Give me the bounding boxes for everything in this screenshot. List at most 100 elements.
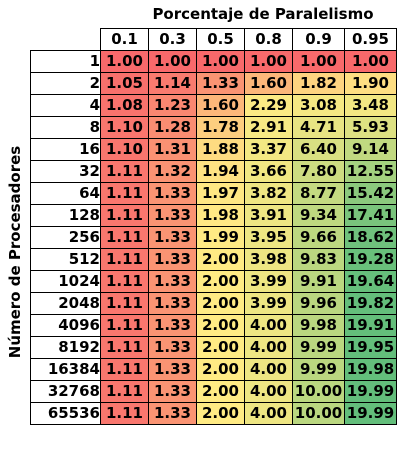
speedup-cell[interactable]: 6.40 (292, 138, 345, 161)
speedup-cell[interactable]: 1.33 (148, 402, 197, 425)
speedup-cell[interactable]: 8.77 (292, 182, 345, 205)
speedup-cell[interactable]: 1.00 (292, 50, 345, 73)
speedup-cell[interactable]: 1.90 (344, 72, 397, 95)
speedup-cell[interactable]: 9.14 (344, 138, 397, 161)
speedup-cell[interactable]: 9.83 (292, 248, 345, 271)
speedup-cell[interactable]: 19.91 (344, 314, 397, 337)
speedup-cell[interactable]: 1.33 (148, 248, 197, 271)
speedup-cell[interactable]: 1.11 (100, 292, 149, 315)
speedup-cell[interactable]: 2.00 (196, 314, 245, 337)
speedup-cell[interactable]: 4.71 (292, 116, 345, 139)
speedup-cell[interactable]: 9.96 (292, 292, 345, 315)
speedup-cell[interactable]: 2.00 (196, 358, 245, 381)
speedup-cell[interactable]: 1.11 (100, 248, 149, 271)
speedup-cell[interactable]: 1.33 (148, 204, 197, 227)
speedup-cell[interactable]: 1.33 (148, 226, 197, 249)
speedup-cell[interactable]: 1.00 (196, 50, 245, 73)
speedup-cell[interactable]: 19.82 (344, 292, 397, 315)
speedup-cell[interactable]: 1.97 (196, 182, 245, 205)
speedup-cell[interactable]: 19.95 (344, 336, 397, 359)
speedup-cell[interactable]: 9.98 (292, 314, 345, 337)
speedup-cell[interactable]: 1.33 (196, 72, 245, 95)
processor-count-cell[interactable]: 32 (30, 160, 101, 183)
processor-count-cell[interactable]: 2048 (30, 292, 101, 315)
speedup-cell[interactable]: 1.08 (100, 94, 149, 117)
speedup-cell[interactable]: 3.08 (292, 94, 345, 117)
processor-count-cell[interactable]: 32768 (30, 380, 101, 403)
speedup-cell[interactable]: 4.00 (244, 314, 293, 337)
speedup-cell[interactable]: 9.34 (292, 204, 345, 227)
speedup-cell[interactable]: 1.94 (196, 160, 245, 183)
speedup-cell[interactable]: 1.32 (148, 160, 197, 183)
speedup-cell[interactable]: 2.00 (196, 270, 245, 293)
speedup-cell[interactable]: 4.00 (244, 380, 293, 403)
speedup-cell[interactable]: 3.91 (244, 204, 293, 227)
speedup-cell[interactable]: 9.91 (292, 270, 345, 293)
speedup-cell[interactable]: 1.31 (148, 138, 197, 161)
speedup-cell[interactable]: 15.42 (344, 182, 397, 205)
processor-count-cell[interactable]: 1 (30, 50, 101, 73)
speedup-cell[interactable]: 1.10 (100, 116, 149, 139)
speedup-cell[interactable]: 1.82 (292, 72, 345, 95)
speedup-cell[interactable]: 1.00 (148, 50, 197, 73)
speedup-cell[interactable]: 1.11 (100, 270, 149, 293)
speedup-cell[interactable]: 2.00 (196, 380, 245, 403)
speedup-cell[interactable]: 1.00 (100, 50, 149, 73)
processor-count-cell[interactable]: 8192 (30, 336, 101, 359)
speedup-cell[interactable]: 5.93 (344, 116, 397, 139)
speedup-cell[interactable]: 4.00 (244, 402, 293, 425)
speedup-cell[interactable]: 9.66 (292, 226, 345, 249)
speedup-cell[interactable]: 1.33 (148, 292, 197, 315)
processor-count-cell[interactable]: 16 (30, 138, 101, 161)
speedup-cell[interactable]: 1.33 (148, 270, 197, 293)
speedup-cell[interactable]: 19.98 (344, 358, 397, 381)
parallel-fraction-header[interactable]: 0.5 (196, 28, 245, 51)
speedup-cell[interactable]: 1.33 (148, 358, 197, 381)
processor-count-cell[interactable]: 65536 (30, 402, 101, 425)
speedup-cell[interactable]: 12.55 (344, 160, 397, 183)
speedup-cell[interactable]: 17.41 (344, 204, 397, 227)
parallel-fraction-header[interactable]: 0.8 (244, 28, 293, 51)
speedup-cell[interactable]: 4.00 (244, 358, 293, 381)
speedup-cell[interactable]: 10.00 (292, 402, 345, 425)
speedup-cell[interactable]: 1.10 (100, 138, 149, 161)
speedup-cell[interactable]: 1.11 (100, 160, 149, 183)
parallel-fraction-header[interactable]: 0.1 (100, 28, 149, 51)
speedup-cell[interactable]: 2.29 (244, 94, 293, 117)
speedup-cell[interactable]: 1.28 (148, 116, 197, 139)
speedup-cell[interactable]: 1.33 (148, 336, 197, 359)
speedup-cell[interactable]: 19.64 (344, 270, 397, 293)
speedup-cell[interactable]: 1.88 (196, 138, 245, 161)
speedup-cell[interactable]: 1.78 (196, 116, 245, 139)
speedup-cell[interactable]: 2.00 (196, 248, 245, 271)
processor-count-cell[interactable]: 64 (30, 182, 101, 205)
speedup-cell[interactable]: 3.37 (244, 138, 293, 161)
processor-count-cell[interactable]: 4 (30, 94, 101, 117)
speedup-cell[interactable]: 1.11 (100, 358, 149, 381)
speedup-cell[interactable]: 1.11 (100, 402, 149, 425)
speedup-cell[interactable]: 1.33 (148, 182, 197, 205)
speedup-cell[interactable]: 1.11 (100, 182, 149, 205)
speedup-cell[interactable]: 3.66 (244, 160, 293, 183)
parallel-fraction-header[interactable]: 0.95 (344, 28, 397, 51)
processor-count-cell[interactable]: 256 (30, 226, 101, 249)
speedup-cell[interactable]: 7.80 (292, 160, 345, 183)
speedup-cell[interactable]: 19.99 (344, 402, 397, 425)
speedup-cell[interactable]: 1.33 (148, 380, 197, 403)
speedup-cell[interactable]: 1.11 (100, 204, 149, 227)
processor-count-cell[interactable]: 2 (30, 72, 101, 95)
speedup-cell[interactable]: 1.00 (344, 50, 397, 73)
speedup-cell[interactable]: 1.11 (100, 314, 149, 337)
speedup-cell[interactable]: 3.98 (244, 248, 293, 271)
speedup-cell[interactable]: 4.00 (244, 336, 293, 359)
processor-count-cell[interactable]: 1024 (30, 270, 101, 293)
speedup-cell[interactable]: 1.11 (100, 380, 149, 403)
speedup-cell[interactable]: 18.62 (344, 226, 397, 249)
speedup-cell[interactable]: 9.99 (292, 336, 345, 359)
speedup-cell[interactable]: 3.95 (244, 226, 293, 249)
speedup-cell[interactable]: 3.48 (344, 94, 397, 117)
speedup-cell[interactable]: 3.99 (244, 270, 293, 293)
speedup-cell[interactable]: 1.60 (244, 72, 293, 95)
processor-count-cell[interactable]: 8 (30, 116, 101, 139)
speedup-cell[interactable]: 9.99 (292, 358, 345, 381)
